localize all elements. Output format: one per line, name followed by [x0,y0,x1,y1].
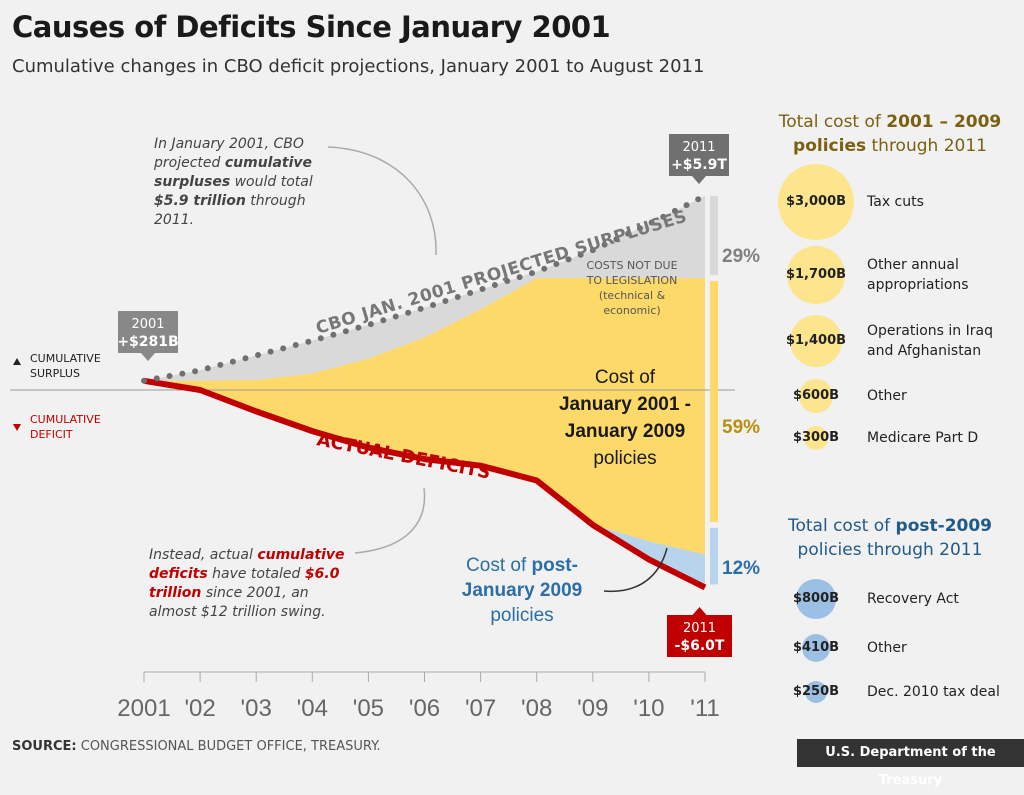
label-2001-2009-policies: Cost of [595,367,656,388]
label-costs-not-due: economic) [603,304,660,317]
label-costs-not-due: COSTS NOT DUE [586,259,677,272]
bubble-label: Other [867,638,907,658]
bar-segment [710,196,718,275]
source-note: SOURCE: CONGRESSIONAL BUDGET OFFICE, TRE… [12,739,381,754]
surplus-axis-label: CUMULATIVE [30,352,101,365]
panel-title-line: policies through 2011 [760,134,1020,158]
deficit-axis-label: DEFICIT [30,428,73,441]
x-tick-label: '03 [241,695,272,722]
x-tick-label: '02 [184,695,215,722]
deficit-axis-label: CUMULATIVE [30,413,101,426]
note-line: almost $12 trillion swing. [149,603,345,622]
label-costs-not-due: (technical & [599,289,666,302]
note-line: Instead, actual cumulative [149,546,345,565]
x-tick-label: '08 [521,695,552,722]
note-line: surpluses would total [154,173,313,192]
callout-end-surplus: 2011 +$5.9T [669,134,729,184]
bubble-amount: $1,400B [771,333,861,348]
bar-percent: 59% [722,417,760,438]
bar-percent: 12% [722,558,760,579]
panel-title-line: Total cost of post-2009 [760,514,1020,538]
callout-value: -$6.0T [675,638,725,654]
callout-year: 2001 [131,317,164,332]
bubble-amount: $410B [771,640,861,655]
callout-pointer [693,607,707,615]
bubble-label: Medicare Part D [867,428,978,448]
deficits-chart: 29% 59% 12% 2001 '02 '03 '04 '05 '06 '07 '08 '09 '10… [0,0,770,735]
note-line: deficits have totaled $6.0 [149,565,345,584]
callout-year: 2011 [683,621,716,636]
label-2001-2009-policies: January 2001 - [559,394,691,415]
bubble-label: Other [867,386,907,406]
callout-pointer [692,176,706,184]
panel-title-line: policies through 2011 [760,538,1020,562]
label-costs-not-due: TO LEGISLATION [586,274,678,287]
x-tick-label: '11 [690,695,720,722]
x-tick-label: '07 [465,695,496,722]
bar-segment [710,528,718,585]
note-line: 2011. [154,211,313,230]
connector-top [328,147,436,255]
callout-end-deficit: 2011 -$6.0T [667,607,732,657]
label-post-2009-policies: policies [490,605,553,626]
label-2001-2009-policies: policies [593,448,656,469]
bubble-amount: $3,000B [771,194,861,209]
x-tick-label: '09 [577,695,608,722]
callout-value: +$281B [117,334,178,350]
callout-year: 2011 [682,140,715,155]
bubble-label: Recovery Act [867,589,959,609]
surplus-arrow-icon [13,358,21,365]
bubble-label: Tax cuts [867,192,924,212]
panel-title-line: Total cost of 2001 – 2009 [760,110,1020,134]
x-tick-label: '04 [297,695,328,722]
callout-pointer [141,353,155,361]
bar-percent: 29% [722,246,760,267]
org-badge: U.S. Department of the Treasury [797,739,1024,767]
callout-start: 2001 +$281B [117,311,178,361]
x-tick-label: '06 [409,695,440,722]
bubble-amount: $250B [771,684,861,699]
callout-value: +$5.9T [671,157,727,173]
label-2001-2009-policies: January 2009 [565,421,685,442]
note-line: trillion since 2001, an [149,584,345,603]
bubble-amount: $300B [771,430,861,445]
bubble-label: Dec. 2010 tax deal [867,682,1000,702]
connector-bottom [355,488,425,553]
deficit-arrow-icon [13,424,21,431]
label-part: post- [532,555,578,576]
x-tick-label: '05 [353,695,384,722]
label-post-2009-policies: Cost of post- [466,555,578,576]
label-post-2009-policies: January 2009 [462,580,582,601]
x-tick-label: '10 [633,695,664,722]
note-line: In January 2001, CBO [154,135,313,154]
x-tick-label: 2001 [117,695,170,722]
note-line: $5.9 trillion through [154,192,313,211]
note-line: projected cumulative [154,154,313,173]
label-part: Cost of [466,555,531,576]
bubble-amount: $600B [771,388,861,403]
bubble-amount: $1,700B [771,267,861,282]
bubble-amount: $800B [771,591,861,606]
bar-segment [710,281,718,522]
surplus-axis-label: SURPLUS [30,367,80,380]
